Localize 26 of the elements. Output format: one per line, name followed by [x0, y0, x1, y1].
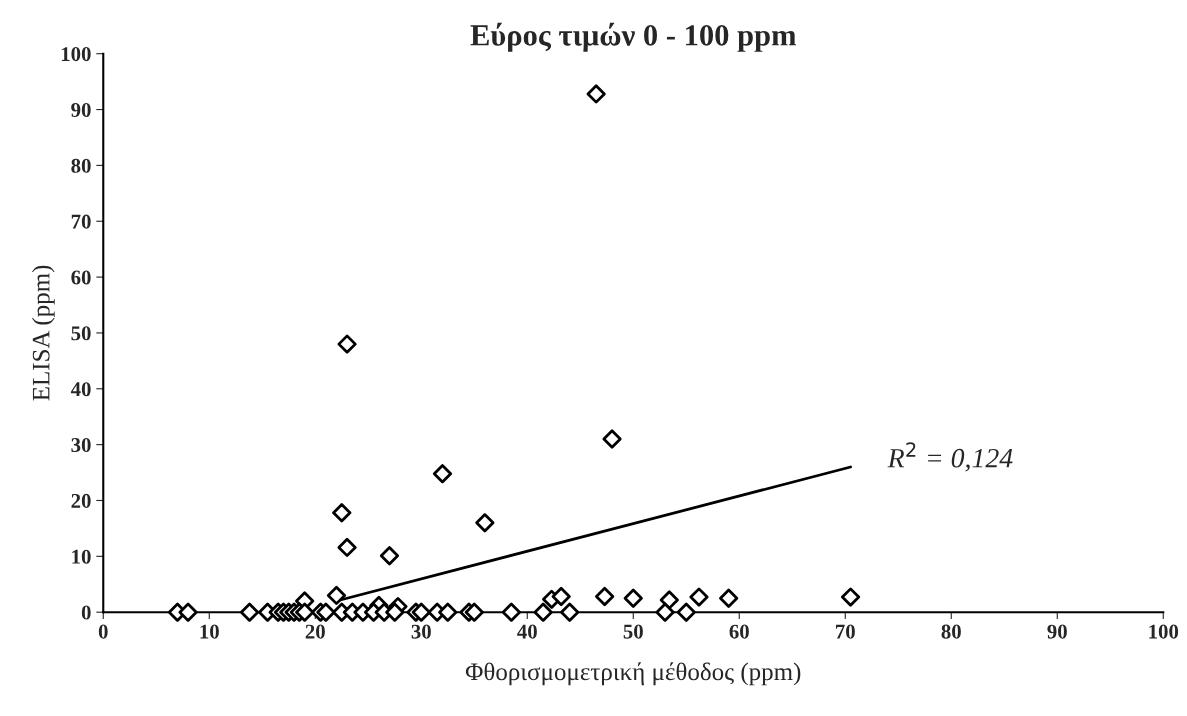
y-tick-label: 100	[61, 47, 91, 62]
x-tick-label: 10	[200, 624, 219, 639]
y-tick-label: 20	[71, 493, 91, 508]
y-tick-label: 70	[71, 214, 91, 229]
x-axis-title: Φθορισμομετρική μέθοδος (ppm)	[465, 662, 801, 686]
y-tick-label: 10	[72, 549, 91, 564]
chart-title: Εύρος τιμών 0 - 100 ppm	[470, 22, 797, 52]
y-tick-label: 80	[71, 158, 91, 173]
x-tick-label: 80	[941, 624, 961, 639]
x-tick-label: 90	[1047, 624, 1067, 639]
x-tick-label: 100	[1149, 624, 1179, 639]
x-tick-label: 20	[305, 624, 325, 639]
y-tick-label: 40	[70, 382, 91, 397]
y-tick-label: 50	[71, 326, 91, 341]
y-tick-label: 30	[71, 438, 91, 453]
y-tick-label: 0	[81, 605, 91, 620]
x-tick-label: 0	[98, 624, 108, 639]
x-tick-label: 50	[623, 624, 643, 639]
y-tick-label: 90	[71, 102, 91, 117]
x-tick-label: 70	[836, 624, 855, 639]
x-tick-label: 30	[411, 624, 431, 639]
y-axis-title: ELISA (ppm)	[31, 265, 55, 401]
x-tick-label: 60	[729, 624, 749, 639]
x-tick-label: 40	[517, 624, 537, 639]
annotation: R$^{2}$ = 0,124	[887, 442, 1013, 472]
y-tick-label: 60	[71, 270, 91, 285]
